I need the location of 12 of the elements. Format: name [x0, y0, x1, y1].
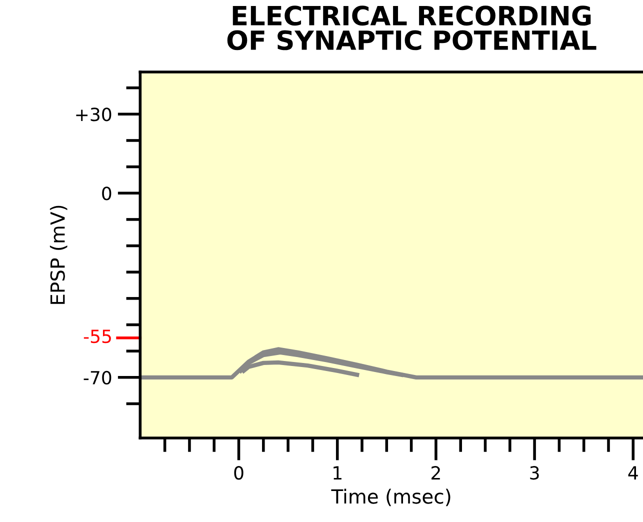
y-tick-label: 0: [102, 186, 112, 200]
x-axis-title: Time (msec): [331, 488, 450, 506]
x-tick-label: 4: [628, 466, 638, 480]
y-tick-label: +30: [76, 108, 112, 122]
x-tick-label: 1: [334, 466, 342, 480]
x-tick-label: 3: [530, 466, 539, 480]
chart-title: ELECTRICAL RECORDING OF SYNAPTIC POTENTIAL: [227, 6, 596, 50]
y-tick-label: -70: [84, 370, 112, 385]
x-tick-label: 0: [234, 466, 244, 480]
x-tick-label: 2: [432, 466, 440, 480]
ref-line-label: -55: [84, 330, 111, 344]
y-axis-title: EPSP (mV): [50, 206, 68, 304]
